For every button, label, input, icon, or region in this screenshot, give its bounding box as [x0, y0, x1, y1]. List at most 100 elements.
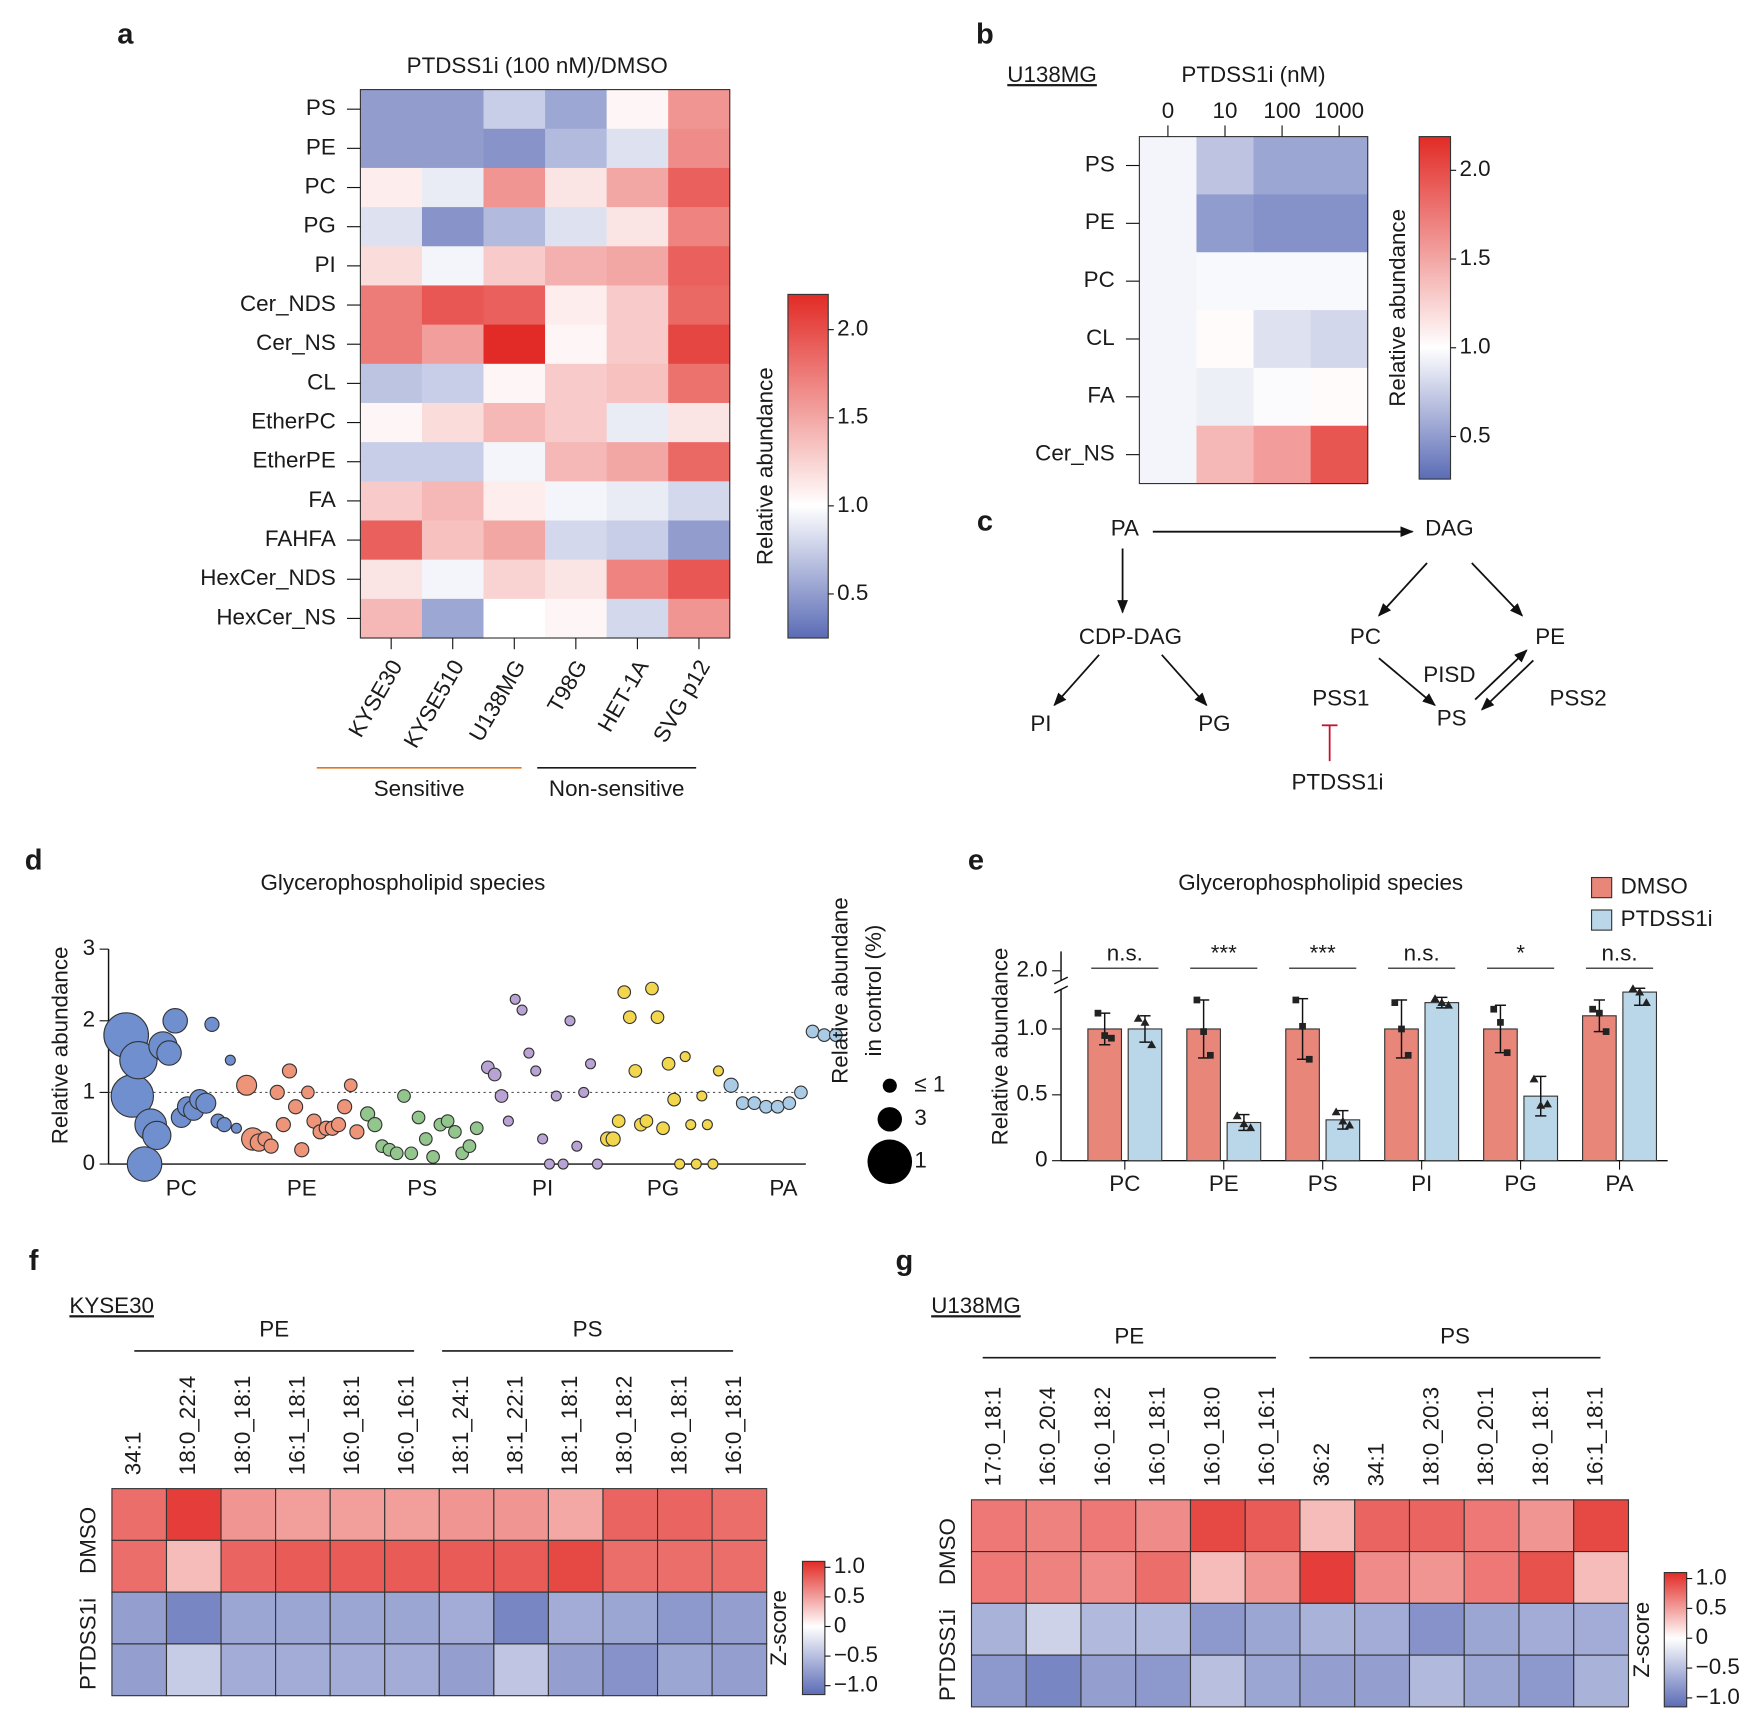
data-point — [1398, 1025, 1405, 1033]
colorbar-tick-label: 0 — [1696, 1624, 1708, 1649]
point — [591, 1158, 603, 1170]
heatmap-cell — [656, 1539, 713, 1593]
colorbar-tick-label: 0.5 — [1696, 1594, 1727, 1619]
panel-letter: f — [29, 1245, 39, 1277]
heatmap-cell — [1573, 1602, 1630, 1656]
point — [622, 1010, 637, 1025]
point — [397, 1089, 411, 1103]
point — [685, 1119, 697, 1131]
heatmap-cell — [606, 246, 669, 287]
heatmap-cell — [421, 285, 485, 326]
point — [712, 1065, 725, 1077]
heatmap-cell — [421, 128, 485, 169]
heatmap-cell — [545, 481, 608, 522]
heatmap-cell — [1189, 1551, 1246, 1604]
colorbar-tick-label: −0.5 — [1696, 1654, 1740, 1679]
row-label: PS — [1085, 151, 1115, 176]
heatmap-cell — [606, 207, 669, 247]
point — [404, 1146, 419, 1161]
heatmap-cell — [711, 1643, 768, 1697]
heatmap-cell — [1139, 194, 1198, 253]
data-point — [1133, 1013, 1143, 1022]
column-label: 16:1_18:1 — [1583, 1387, 1608, 1487]
heatmap-cell — [275, 1539, 331, 1593]
x-tick-label: PS — [1308, 1171, 1338, 1196]
panel-letter: a — [117, 19, 134, 51]
group-label: PS — [407, 1176, 437, 1201]
row-group-label: PTDSS1i — [75, 1598, 100, 1690]
significance-label: *** — [1310, 941, 1336, 966]
colorbar-tick-label: 0.5 — [837, 580, 868, 605]
point — [487, 1067, 502, 1082]
point — [696, 1090, 708, 1102]
heatmap-cell — [668, 481, 731, 522]
heatmap-cell — [545, 128, 608, 169]
heatmap-cell — [545, 89, 608, 130]
arrow — [1377, 562, 1428, 617]
point — [494, 1089, 509, 1103]
heatmap-cell — [1135, 1602, 1192, 1656]
heatmap-cell — [1299, 1654, 1356, 1708]
heatmap-cell — [165, 1488, 222, 1541]
point — [224, 1054, 236, 1066]
heatmap-cell — [1196, 136, 1255, 195]
row-label: PE — [1085, 209, 1115, 234]
heatmap-cell — [421, 598, 485, 639]
group-label: Non-sensitive — [549, 776, 685, 801]
heatmap-cell — [1463, 1654, 1520, 1708]
heatmap-cell — [668, 285, 731, 326]
heatmap-cell — [1354, 1654, 1411, 1708]
heatmap-cell — [329, 1539, 386, 1593]
heatmap-cell — [329, 1488, 386, 1541]
y-tick-label: 0 — [83, 1150, 95, 1175]
heatmap-cell — [1196, 425, 1255, 485]
axis-break — [1053, 976, 1069, 985]
data-point — [1437, 998, 1447, 1006]
heatmap-cell — [545, 402, 608, 443]
heatmap-cell — [656, 1488, 713, 1541]
column-label: 100 — [1263, 98, 1300, 123]
heatmap-cell — [1196, 367, 1255, 427]
heatmap-cell — [1196, 252, 1255, 311]
point — [605, 1131, 621, 1147]
group-label: PI — [532, 1176, 553, 1201]
data-point — [1628, 984, 1638, 993]
heatmap-cell — [545, 363, 608, 404]
point — [288, 1099, 304, 1115]
heatmap-cell — [668, 520, 731, 561]
x-tick-label: PI — [1411, 1171, 1432, 1196]
point — [690, 1158, 702, 1170]
y-tick-label: 3 — [83, 935, 95, 960]
heatmap-cell — [1189, 1499, 1246, 1553]
colorbar-label: Relative abundance — [1385, 209, 1410, 407]
data-point — [1147, 1040, 1157, 1049]
column-label: 16:0_16:1 — [1254, 1387, 1279, 1487]
heatmap-cell — [483, 128, 546, 169]
row-group-label: PTDSS1i — [935, 1609, 960, 1701]
heatmap-cell — [1310, 252, 1369, 311]
column-label: 18:0_22:4 — [175, 1376, 200, 1476]
chart-title: PTDSS1i (100 nM)/DMSO — [407, 53, 668, 78]
panel-letter: b — [976, 19, 994, 51]
data-point — [1193, 996, 1201, 1004]
heatmap-cell — [656, 1591, 713, 1645]
column-label: 10 — [1213, 98, 1238, 123]
y-axis-label: Relative abundance — [988, 948, 1013, 1146]
x-tick-label: PA — [1605, 1171, 1633, 1196]
heatmap-cell — [1244, 1551, 1301, 1604]
heatmap-cell — [1253, 367, 1312, 427]
y-tick-label: 2.0 — [1016, 957, 1047, 982]
point — [805, 1024, 820, 1039]
colorbar-tick-label: 1.0 — [837, 492, 868, 517]
heatmap-cell — [329, 1643, 386, 1697]
column-label: 18:0_20:3 — [1418, 1387, 1443, 1487]
data-point — [1602, 1028, 1610, 1035]
data-point — [1108, 1034, 1115, 1042]
heatmap-cell — [1408, 1499, 1465, 1553]
node-label: PSS1 — [1312, 685, 1369, 710]
data-point — [1404, 1051, 1412, 1059]
heatmap-cell — [384, 1591, 440, 1645]
point — [426, 1150, 440, 1164]
legend-swatch — [1590, 909, 1613, 931]
heatmap-cell — [668, 207, 731, 247]
